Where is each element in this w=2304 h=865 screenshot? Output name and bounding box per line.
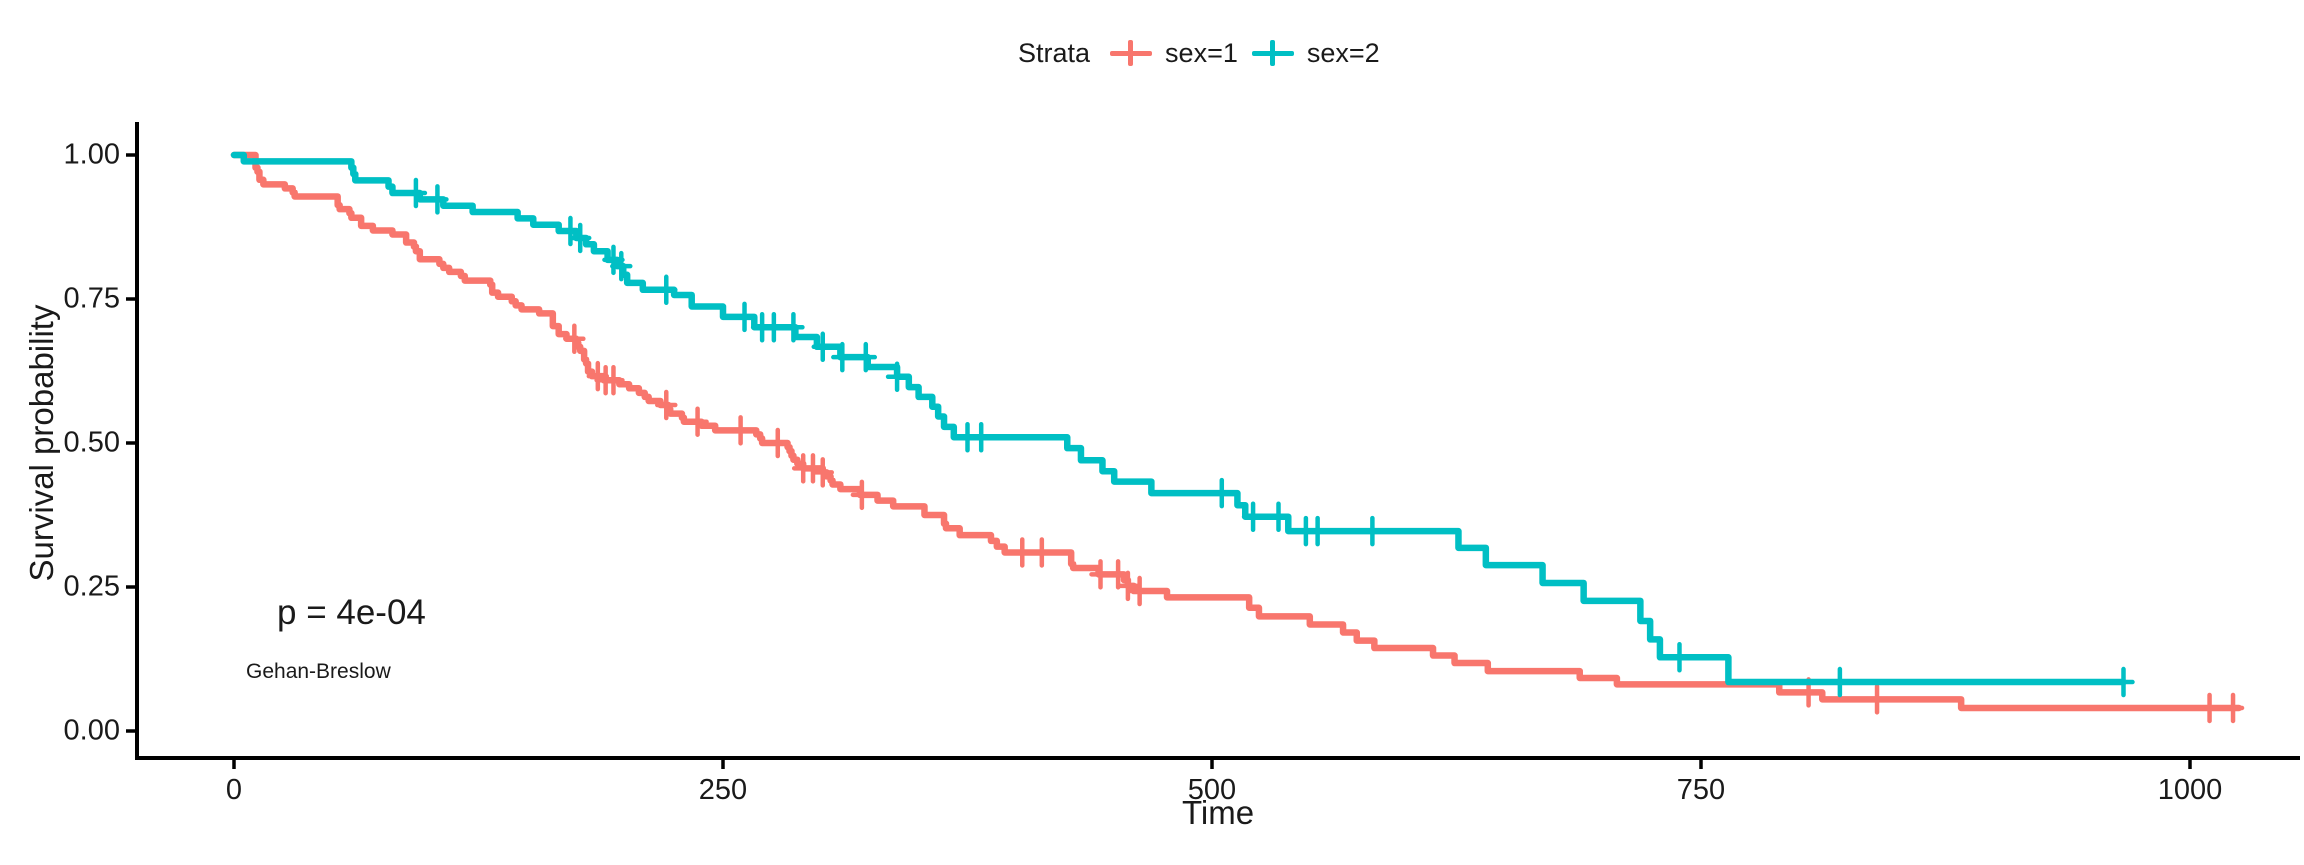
censor-mark-sex-1 bbox=[1106, 559, 1130, 590]
censor-mark-sex-2 bbox=[655, 274, 678, 306]
censor-mark-sex-1 bbox=[602, 364, 625, 396]
censor-mark-sex-1 bbox=[811, 457, 835, 488]
censor-mark-sex-1 bbox=[801, 453, 825, 484]
censor-mark-sex-1 bbox=[850, 479, 874, 511]
censor-mark-sex-1 bbox=[766, 427, 790, 459]
censor-mark-sex-2 bbox=[854, 341, 878, 373]
censor-mark-sex-1 bbox=[1128, 575, 1151, 607]
x-axis-title: Time bbox=[1181, 794, 1255, 831]
censor-mark-sex-1 bbox=[1030, 537, 1054, 568]
censor-mark-sex-1 bbox=[2198, 692, 2221, 724]
censor-mark-sex-2 bbox=[762, 311, 786, 343]
legend: Strata sex=1 sex=2 bbox=[1018, 34, 1380, 72]
censor-mark-sex-1 bbox=[729, 415, 752, 446]
y-tick-label: 0.75 bbox=[63, 282, 120, 315]
censor-mark-sex-2 bbox=[610, 250, 633, 282]
censor-mark-sex-1 bbox=[686, 406, 709, 437]
x-tick-label: 500 bbox=[1187, 774, 1237, 806]
y-tick-label: 0.00 bbox=[63, 714, 120, 747]
sex2-curve-key-icon bbox=[1251, 38, 1294, 68]
legend-title: Strata bbox=[1018, 37, 1091, 68]
survival-curve-sex-1 bbox=[230, 151, 2243, 712]
censor-mark-sex-2 bbox=[733, 301, 756, 333]
censor-mark-sex-1 bbox=[1865, 684, 1889, 715]
sex1-curve-key-icon bbox=[1110, 38, 1153, 68]
censor-mark-sex-1 bbox=[1116, 570, 1140, 602]
legend-item-sex2-label: sex=2 bbox=[1306, 37, 1380, 68]
censor-mark-sex-2 bbox=[426, 184, 449, 215]
censor-mark-sex-2 bbox=[969, 421, 993, 453]
censor-mark-sex-2 bbox=[1668, 642, 1691, 673]
censor-mark-sex-2 bbox=[782, 311, 805, 343]
y-tick-label: 1.00 bbox=[63, 138, 120, 171]
x-tick-label: 750 bbox=[1676, 774, 1726, 806]
legend-item-sex2: sex=2 bbox=[1251, 37, 1380, 69]
censor-mark-sex-2 bbox=[1828, 666, 1852, 698]
test-name-annotation: Gehan-Breslow bbox=[246, 660, 391, 683]
censor-mark-sex-2 bbox=[2112, 666, 2135, 698]
p-value-annotation: p = 4e-04 bbox=[277, 593, 426, 632]
survival-curve-sex-2 bbox=[230, 151, 2127, 686]
censor-mark-sex-2 bbox=[885, 361, 909, 393]
censor-mark-sex-1 bbox=[655, 389, 678, 421]
censor-mark-sex-2 bbox=[831, 341, 854, 373]
x-tick-label: 250 bbox=[698, 774, 748, 806]
x-tick-label: 1000 bbox=[2157, 774, 2223, 806]
censor-mark-sex-1 bbox=[2221, 692, 2245, 724]
y-tick-label: 0.25 bbox=[63, 570, 120, 603]
x-tick-label: 0 bbox=[225, 774, 243, 806]
censor-mark-sex-2 bbox=[1361, 515, 1384, 547]
censor-mark-sex-2 bbox=[404, 177, 428, 209]
censor-mark-sex-2 bbox=[1267, 501, 1290, 532]
censor-mark-sex-2 bbox=[568, 222, 592, 254]
censor-mark-sex-1 bbox=[563, 323, 586, 354]
legend-item-sex1-label: sex=1 bbox=[1165, 37, 1238, 68]
censor-mark-sex-2 bbox=[811, 331, 835, 363]
censor-mark-sex-2 bbox=[1306, 515, 1329, 547]
censor-mark-sex-1 bbox=[1011, 537, 1034, 568]
censor-mark-sex-2 bbox=[1210, 477, 1234, 509]
y-tick-label: 0.50 bbox=[63, 426, 120, 459]
censor-mark-sex-1 bbox=[1089, 559, 1112, 590]
legend-item-sex1: sex=1 bbox=[1110, 38, 1238, 69]
censor-mark-sex-2 bbox=[1241, 501, 1265, 532]
